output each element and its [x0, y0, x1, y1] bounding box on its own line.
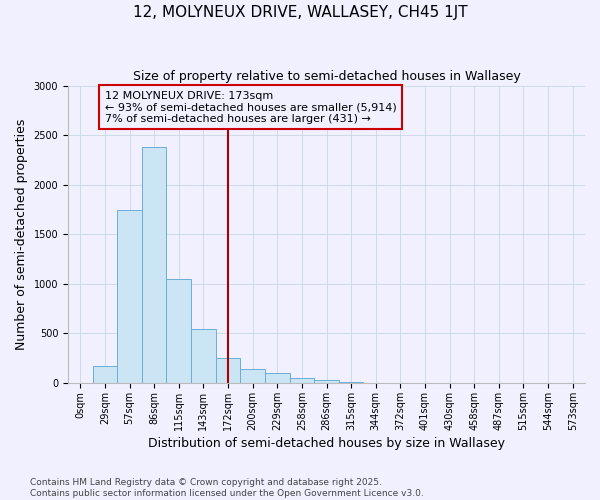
Title: Size of property relative to semi-detached houses in Wallasey: Size of property relative to semi-detach…: [133, 70, 520, 83]
X-axis label: Distribution of semi-detached houses by size in Wallasey: Distribution of semi-detached houses by …: [148, 437, 505, 450]
Bar: [117, 210, 142, 383]
Bar: [290, 378, 314, 383]
Text: 12 MOLYNEUX DRIVE: 173sqm
← 93% of semi-detached houses are smaller (5,914)
7% o: 12 MOLYNEUX DRIVE: 173sqm ← 93% of semi-…: [105, 90, 397, 124]
Bar: [166, 279, 191, 383]
Bar: [339, 382, 364, 383]
Y-axis label: Number of semi-detached properties: Number of semi-detached properties: [15, 118, 28, 350]
Text: Contains HM Land Registry data © Crown copyright and database right 2025.
Contai: Contains HM Land Registry data © Crown c…: [30, 478, 424, 498]
Bar: [241, 369, 265, 383]
Bar: [314, 380, 339, 383]
Text: 12, MOLYNEUX DRIVE, WALLASEY, CH45 1JT: 12, MOLYNEUX DRIVE, WALLASEY, CH45 1JT: [133, 5, 467, 20]
Bar: [191, 329, 216, 383]
Bar: [142, 147, 166, 383]
Bar: [92, 366, 117, 383]
Bar: [216, 358, 241, 383]
Bar: [265, 373, 290, 383]
